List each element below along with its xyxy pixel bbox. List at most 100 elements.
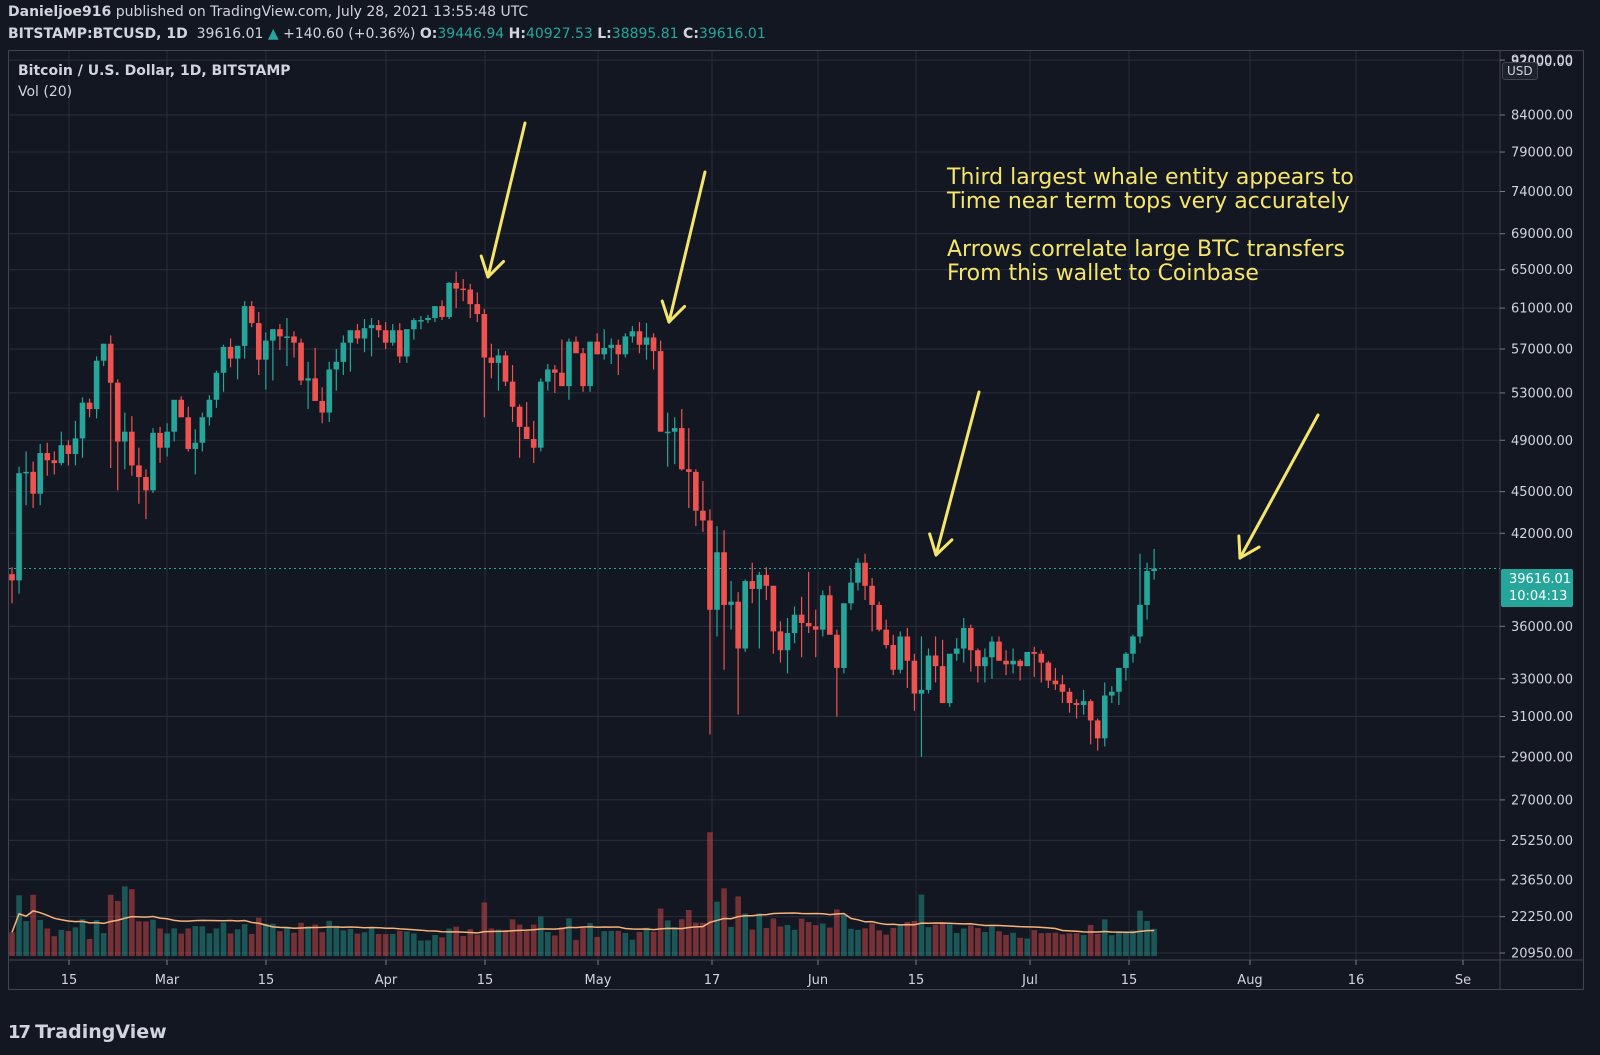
volume-bar bbox=[347, 929, 354, 956]
price-axis-label: 20950.00 bbox=[1511, 947, 1573, 962]
candle-body bbox=[1130, 636, 1136, 654]
time-axis-label: Se bbox=[1455, 973, 1471, 988]
volume-bar bbox=[100, 933, 107, 956]
volume-bar bbox=[749, 929, 756, 956]
candle-body bbox=[488, 357, 495, 363]
candle-body bbox=[545, 369, 551, 382]
volume-bar bbox=[777, 926, 784, 956]
volume-bar bbox=[982, 931, 988, 956]
candle-body bbox=[975, 650, 981, 667]
volume-bar bbox=[1094, 933, 1101, 956]
volume-bar bbox=[643, 927, 650, 956]
volume-bar bbox=[664, 920, 671, 956]
volume-bar bbox=[9, 932, 15, 956]
price-axis-label: 65000.00 bbox=[1511, 263, 1573, 278]
time-axis-label: 15 bbox=[61, 973, 78, 988]
low-label: L: bbox=[597, 26, 612, 42]
candle-body bbox=[693, 471, 699, 511]
arrow-head bbox=[1237, 534, 1242, 560]
volume-bar bbox=[834, 909, 840, 956]
candle-body bbox=[1059, 684, 1066, 692]
candle-body bbox=[890, 645, 897, 670]
volume-bar bbox=[841, 915, 847, 956]
candle-body bbox=[918, 689, 925, 694]
author-name[interactable]: Danieljoe916 bbox=[8, 4, 112, 20]
volume-bar bbox=[368, 928, 375, 956]
candle-body bbox=[185, 417, 192, 449]
candle-body bbox=[1066, 691, 1073, 704]
volume-bar bbox=[812, 925, 819, 956]
volume-bar bbox=[453, 926, 459, 956]
candle-body bbox=[446, 282, 452, 318]
candle-body bbox=[1144, 571, 1150, 605]
volume-bar bbox=[615, 930, 622, 956]
time-axis-label: Mar bbox=[155, 973, 180, 988]
candle-body bbox=[1123, 653, 1129, 668]
chart-frame bbox=[8, 50, 1584, 990]
volume-bar bbox=[855, 929, 861, 956]
volume-bar bbox=[742, 913, 748, 956]
arrow-head bbox=[479, 254, 490, 279]
volume-bar bbox=[904, 922, 911, 956]
price-axis-label: 27000.00 bbox=[1511, 793, 1573, 808]
candle-body bbox=[650, 337, 657, 352]
volume-bar bbox=[968, 925, 974, 956]
volume-bar bbox=[1137, 910, 1143, 956]
candle-body bbox=[671, 428, 678, 432]
candle-body bbox=[805, 622, 812, 627]
candle-body bbox=[742, 581, 748, 649]
candle-body bbox=[171, 399, 177, 432]
volume-bar bbox=[566, 918, 572, 956]
candle-body bbox=[164, 431, 170, 448]
candle-body bbox=[129, 431, 135, 466]
volume-bar bbox=[678, 919, 685, 956]
candle-body bbox=[939, 666, 946, 704]
candle-body bbox=[411, 320, 417, 330]
volume-bar bbox=[791, 929, 798, 956]
candle-body bbox=[608, 344, 615, 348]
candle-body bbox=[16, 473, 22, 581]
volume-bar bbox=[537, 916, 544, 956]
candle-body bbox=[432, 306, 438, 319]
volume-bar bbox=[805, 922, 812, 956]
price-axis-label: 53000.00 bbox=[1511, 386, 1573, 401]
candle-body bbox=[721, 552, 727, 605]
volume-bar bbox=[671, 927, 678, 956]
candle-body bbox=[340, 342, 347, 362]
volume-bar bbox=[1080, 934, 1087, 956]
candle-body bbox=[925, 655, 932, 690]
volume-bar bbox=[354, 933, 361, 956]
candle-body bbox=[1073, 703, 1080, 705]
candle-body bbox=[1094, 720, 1101, 739]
volume-bar bbox=[721, 888, 727, 956]
volume-bar bbox=[319, 932, 325, 956]
last-price: 39616.01 bbox=[196, 26, 264, 42]
candle-body bbox=[1045, 662, 1052, 681]
candle-body bbox=[425, 318, 431, 321]
candle-body bbox=[361, 328, 368, 339]
candle-body bbox=[1003, 660, 1009, 665]
volume-bar bbox=[150, 919, 156, 956]
candle-body bbox=[932, 655, 939, 667]
candle-body bbox=[763, 574, 770, 586]
volume-bar bbox=[1109, 935, 1115, 956]
candle-body bbox=[643, 337, 650, 345]
volume-bar bbox=[601, 931, 607, 956]
candle-body bbox=[143, 477, 149, 491]
candle-body bbox=[1116, 667, 1122, 692]
volume-bar bbox=[770, 918, 777, 956]
candle-body bbox=[911, 660, 918, 694]
current-price-value: 39616.01 bbox=[1509, 572, 1572, 587]
candle-body bbox=[178, 399, 184, 418]
price-axis-label: 22250.00 bbox=[1511, 910, 1573, 925]
volume-bar bbox=[248, 933, 255, 956]
candle-body bbox=[777, 631, 784, 651]
volume-bar bbox=[798, 918, 805, 956]
volume-bar bbox=[939, 921, 946, 956]
candle-body bbox=[23, 471, 29, 474]
volume-bar bbox=[291, 932, 297, 956]
candle-body bbox=[150, 432, 156, 491]
currency-badge[interactable]: USD bbox=[1502, 62, 1538, 80]
volume-bar bbox=[693, 922, 699, 956]
